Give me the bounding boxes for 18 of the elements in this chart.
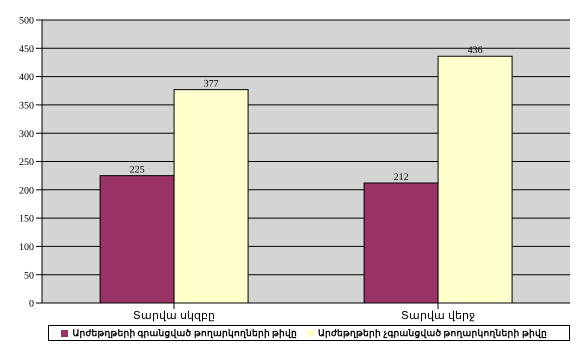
data-label: 225 [130, 164, 145, 176]
y-tick-label: 300 [19, 128, 34, 140]
x-tick-label: Տարվա սկզբը [133, 310, 215, 322]
y-tick-label: 450 [19, 44, 34, 55]
y-tick-label: 100 [19, 242, 34, 253]
y-tick-label: 200 [19, 185, 34, 196]
x-tick-label: Տարվա վերջ [401, 310, 475, 322]
legend-label: Արժեթղթերի չգրանցված թողարկողների թիվը [318, 328, 547, 338]
y-tick-label: 400 [19, 72, 34, 84]
data-label: 377 [204, 78, 219, 90]
data-label: 212 [394, 172, 409, 184]
y-tick-label: 350 [19, 100, 34, 112]
y-tick-label: 250 [19, 157, 34, 168]
y-tick-label: 50 [24, 270, 34, 282]
legend-label: Արժեթղթերի գրանցված թողարկողների թիվը [72, 328, 297, 338]
y-tick-label: 150 [19, 214, 34, 225]
y-tick-label: 500 [19, 16, 34, 27]
y-tick-label: 0 [29, 298, 34, 310]
